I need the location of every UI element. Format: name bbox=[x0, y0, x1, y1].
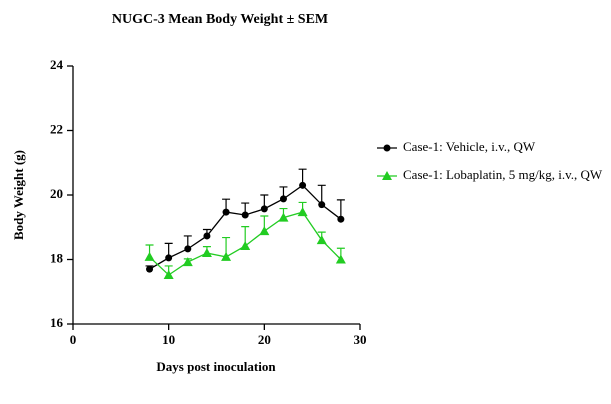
legend-marker bbox=[382, 171, 392, 180]
marker bbox=[279, 195, 287, 203]
y-tick-label: 22 bbox=[50, 121, 63, 136]
y-tick-label: 20 bbox=[50, 186, 63, 201]
marker bbox=[201, 248, 212, 258]
marker bbox=[278, 212, 289, 222]
legend-marker bbox=[383, 144, 391, 152]
marker bbox=[221, 251, 232, 261]
marker bbox=[240, 240, 251, 250]
marker bbox=[241, 211, 249, 219]
marker bbox=[163, 269, 174, 279]
x-tick-label: 10 bbox=[162, 332, 175, 347]
marker bbox=[299, 181, 307, 189]
x-tick-label: 30 bbox=[354, 332, 367, 347]
chart-title: NUGC-3 Mean Body Weight ± SEM bbox=[112, 12, 328, 27]
marker bbox=[165, 254, 173, 262]
legend-label: Case-1: Vehicle, i.v., QW bbox=[403, 139, 536, 154]
x-axis-label: Days post inoculation bbox=[156, 359, 276, 374]
marker bbox=[318, 201, 326, 209]
marker bbox=[335, 254, 346, 264]
y-tick-label: 24 bbox=[50, 57, 64, 72]
x-tick-label: 0 bbox=[70, 332, 77, 347]
y-tick-label: 18 bbox=[50, 250, 64, 265]
marker bbox=[144, 251, 155, 261]
marker bbox=[316, 235, 327, 245]
marker bbox=[182, 257, 193, 267]
marker bbox=[184, 245, 192, 253]
marker bbox=[260, 205, 268, 213]
marker bbox=[259, 226, 270, 236]
marker bbox=[146, 265, 154, 273]
marker bbox=[203, 232, 211, 240]
marker bbox=[297, 207, 308, 217]
y-axis-label: Body Weight (g) bbox=[11, 150, 26, 240]
x-tick-label: 20 bbox=[258, 332, 271, 347]
marker bbox=[337, 215, 345, 223]
marker bbox=[222, 208, 230, 216]
legend-label: Case-1: Lobaplatin, 5 mg/kg, i.v., QW bbox=[403, 167, 603, 182]
y-tick-label: 16 bbox=[50, 315, 64, 330]
